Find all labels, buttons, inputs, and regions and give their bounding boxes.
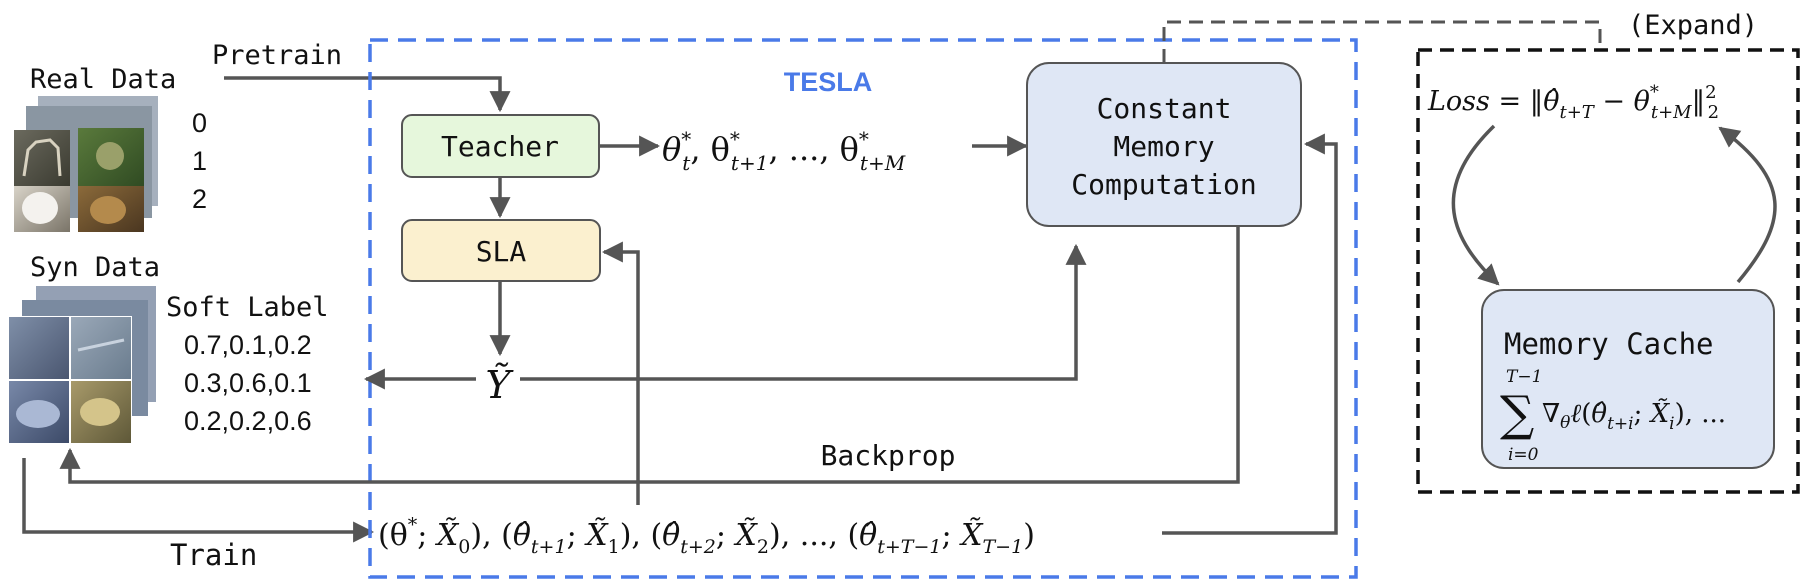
backprop-arrow (59, 226, 1240, 484)
expand-box (1416, 48, 1800, 494)
syn-data-label: Syn Data (30, 252, 160, 283)
memory-cache-formula: T−1 ∑ i=0 ∇θℓ(θ̂t+i; X̃i), ... (1500, 367, 1726, 465)
tesla-box (368, 38, 1358, 579)
real-class-0: 0 (192, 108, 207, 138)
real-class-1: 1 (192, 146, 207, 176)
trajectory-formula: (θ*; X̃0), (θ̂t+1; X̃1), (θ̂t+2; X̃2), .… (378, 514, 1035, 558)
expand-connector (1162, 20, 1602, 63)
loss-to-cache-arrow (1451, 124, 1500, 286)
pretrain-arrow (224, 76, 511, 113)
real-data-label: Real Data (30, 64, 176, 95)
teacher-outputs-text: θ* t, θ* t+1, ..., θ* t+M (662, 127, 906, 175)
syn-data-images (8, 286, 156, 444)
soft-label-row-1: 0.3,0.6,0.1 (184, 368, 312, 398)
tesla-title: TESLA (784, 67, 873, 97)
soft-label-title: Soft Label (166, 292, 329, 323)
svg-text:T−1: T−1 (1506, 367, 1542, 387)
cmc-line-3: Computation (1071, 168, 1256, 201)
memory-cache-box (1481, 289, 1775, 469)
soft-label-row-2: 0.2,0.2,0.6 (184, 406, 312, 436)
trajectory-to-sla-arrow (601, 241, 640, 505)
loss-formula: Loss = ‖θ̂t+T − θ* t+M‖2 2 (1427, 82, 1719, 123)
svg-text:∇θℓ(θ̂t+i; X̃i), ...: ∇θℓ(θ̂t+i; X̃i), ... (1542, 398, 1726, 434)
cmc-line-1: Constant (1097, 92, 1232, 125)
syn-image-2 (71, 317, 131, 379)
cmc-line-2: Memory (1113, 130, 1214, 163)
teacher-label: Teacher (441, 130, 559, 163)
syn-image-1 (9, 317, 69, 379)
y-to-cmc-arrow (520, 243, 1087, 381)
pretrain-label: Pretrain (212, 40, 342, 71)
memory-cache-title: Memory Cache (1504, 327, 1714, 361)
expand-label: (Expand) (1628, 10, 1758, 41)
svg-text:∑: ∑ (1500, 386, 1534, 442)
real-class-2: 2 (192, 184, 207, 214)
y-tilde: Ỹ (485, 363, 514, 407)
sla-label: SLA (476, 235, 527, 268)
soft-label-row-0: 0.7,0.1,0.2 (184, 330, 312, 360)
real-image-elk (14, 130, 70, 186)
trajectory-to-cmc-arrow (1162, 133, 1338, 535)
teacher-outputs: θ* t, θ* t+1, ..., θ* t+M (662, 127, 906, 175)
svg-text:i=0: i=0 (1508, 445, 1539, 465)
real-data-images (14, 96, 158, 232)
cache-to-loss-arrow (1718, 126, 1777, 284)
train-label: Train (170, 538, 257, 572)
backprop-label: Backprop (821, 439, 956, 472)
train-arrow (22, 458, 375, 543)
